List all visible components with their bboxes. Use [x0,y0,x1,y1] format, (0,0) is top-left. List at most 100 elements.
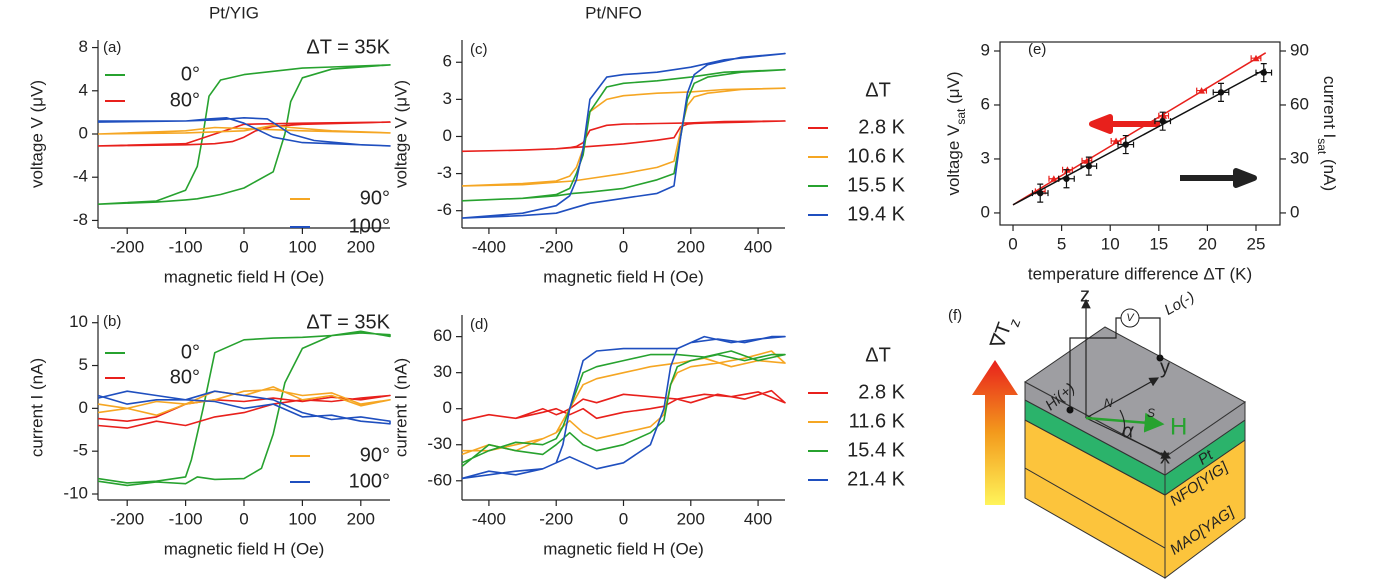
y2-axis-label-part: (nA) [1320,154,1339,191]
panel-label: (b) [103,313,121,330]
legend-label: 11.6 K [849,410,906,432]
axis-label: x [1160,446,1170,468]
x-tick-label: 5 [1057,234,1066,253]
y-tick-label: 3 [981,148,990,167]
x-tick-label: -200 [110,509,144,528]
pole-label: N [1104,396,1113,410]
data-point [1122,141,1129,148]
data-line [97,117,391,147]
legend-label: 90° [360,444,390,466]
data-line [461,52,786,219]
wire [1069,317,1121,410]
x-tick-label: 400 [744,237,772,256]
legend-label: 90° [360,187,390,209]
legend-label: 100° [349,470,390,492]
y-axis [1085,377,1160,419]
legend-label: 100° [349,215,390,237]
x-tick-label: 200 [677,509,705,528]
y-tick-label: 0 [981,202,990,221]
y-tick-label: 60 [433,326,452,345]
panel-label: (c) [470,41,488,58]
annotation: ΔT = 35K [306,311,390,333]
data-point [1198,87,1206,94]
y-tick-label: 30 [433,362,452,381]
data-point [1159,117,1166,125]
x-tick-label: 0 [1008,234,1017,253]
y-axis-label: current I (nA) [27,358,46,457]
y-tick-label: -3 [437,163,452,182]
y-tick-label: 10 [69,312,88,331]
y-axis-label-part: (μV) [944,71,963,108]
angle-arc [1119,409,1126,436]
x-axis-label: magnetic field H (Oe) [164,267,325,286]
x-tick-label: 100 [288,237,316,256]
data-point [1252,54,1260,62]
data-line [97,64,391,205]
y2-axis-label: current Isat (nA) [1315,76,1339,191]
legend-label: 21.4 K [847,468,905,490]
legend-label: 0° [181,63,200,85]
direction-arrow [1180,168,1257,188]
x-tick-label: 200 [347,237,375,256]
y2-tick-label: 30 [1290,148,1309,167]
x-tick-label: 0 [239,237,248,256]
y2-tick-label: 90 [1290,40,1309,59]
y-tick-label: 0 [443,398,452,417]
x-tick-label: -100 [169,509,203,528]
column-title: Pt/NFO [585,3,642,22]
annotation: ΔT = 35K [306,36,390,58]
data-line [97,390,391,425]
x-axis [1085,417,1172,459]
field-label: H [1170,413,1187,440]
y-tick-label: -5 [73,441,88,460]
data-point [1085,162,1093,170]
y-tick-label: -6 [437,200,452,219]
panel-label: (d) [470,316,488,333]
x-tick-label: 15 [1149,234,1168,253]
pole-label: S [1147,406,1155,420]
data-point [1160,112,1168,119]
y-tick-label: -60 [427,470,452,489]
gradient-label: ∇Tz [987,313,1025,355]
y-tick-label: 0 [79,123,88,142]
fit-line [1012,52,1267,206]
x-tick-label: 400 [744,509,772,528]
wire [1139,317,1161,358]
legend-label: 2.8 K [858,116,905,138]
data-line [461,350,786,456]
x-tick-label: 20 [1198,234,1217,253]
data-line [97,330,391,487]
y2-tick-label: 60 [1290,94,1309,113]
diagram: (f) ∇Tz Pt NFO[YIG] MAO[YAG] V Hi(+) Lo(… [948,284,1246,579]
legend-label: 19.4 K [847,203,905,225]
x-tick-label: 0 [619,237,628,256]
legend-label: 15.5 K [847,174,905,196]
column-title: Pt/YIG [209,3,259,22]
legend-label: 10.6 K [847,145,905,167]
data-line [461,120,786,153]
y-tick-label: -10 [63,483,88,502]
data-point [1037,189,1044,197]
angle-label: α [1122,420,1134,442]
x-axis-label: magnetic field H (Oe) [543,539,704,558]
y-tick-label: 4 [79,80,88,99]
legend-title: ΔT [865,344,891,366]
data-line [97,124,391,135]
x-tick-label: 25 [1247,234,1266,253]
data-line [461,389,786,422]
voltmeter-label: V [1126,312,1135,324]
y-axis-label: current I (nA) [391,358,410,457]
y-tick-label: 5 [79,355,88,374]
x-tick-label: 200 [347,509,375,528]
data-line [461,350,786,468]
plot-frame [999,41,1281,226]
data-point [1063,175,1070,182]
x-tick-label: -100 [169,237,203,256]
panel-label: (a) [103,39,121,56]
x-axis-label: temperature difference ΔT (K) [1028,264,1252,283]
y-axis-label: voltage Vsat (μV) [944,71,968,195]
y-tick-label: -4 [73,167,88,186]
legend-label: 2.8 K [858,381,905,403]
voltmeter [1120,308,1140,328]
data-line [461,87,786,187]
